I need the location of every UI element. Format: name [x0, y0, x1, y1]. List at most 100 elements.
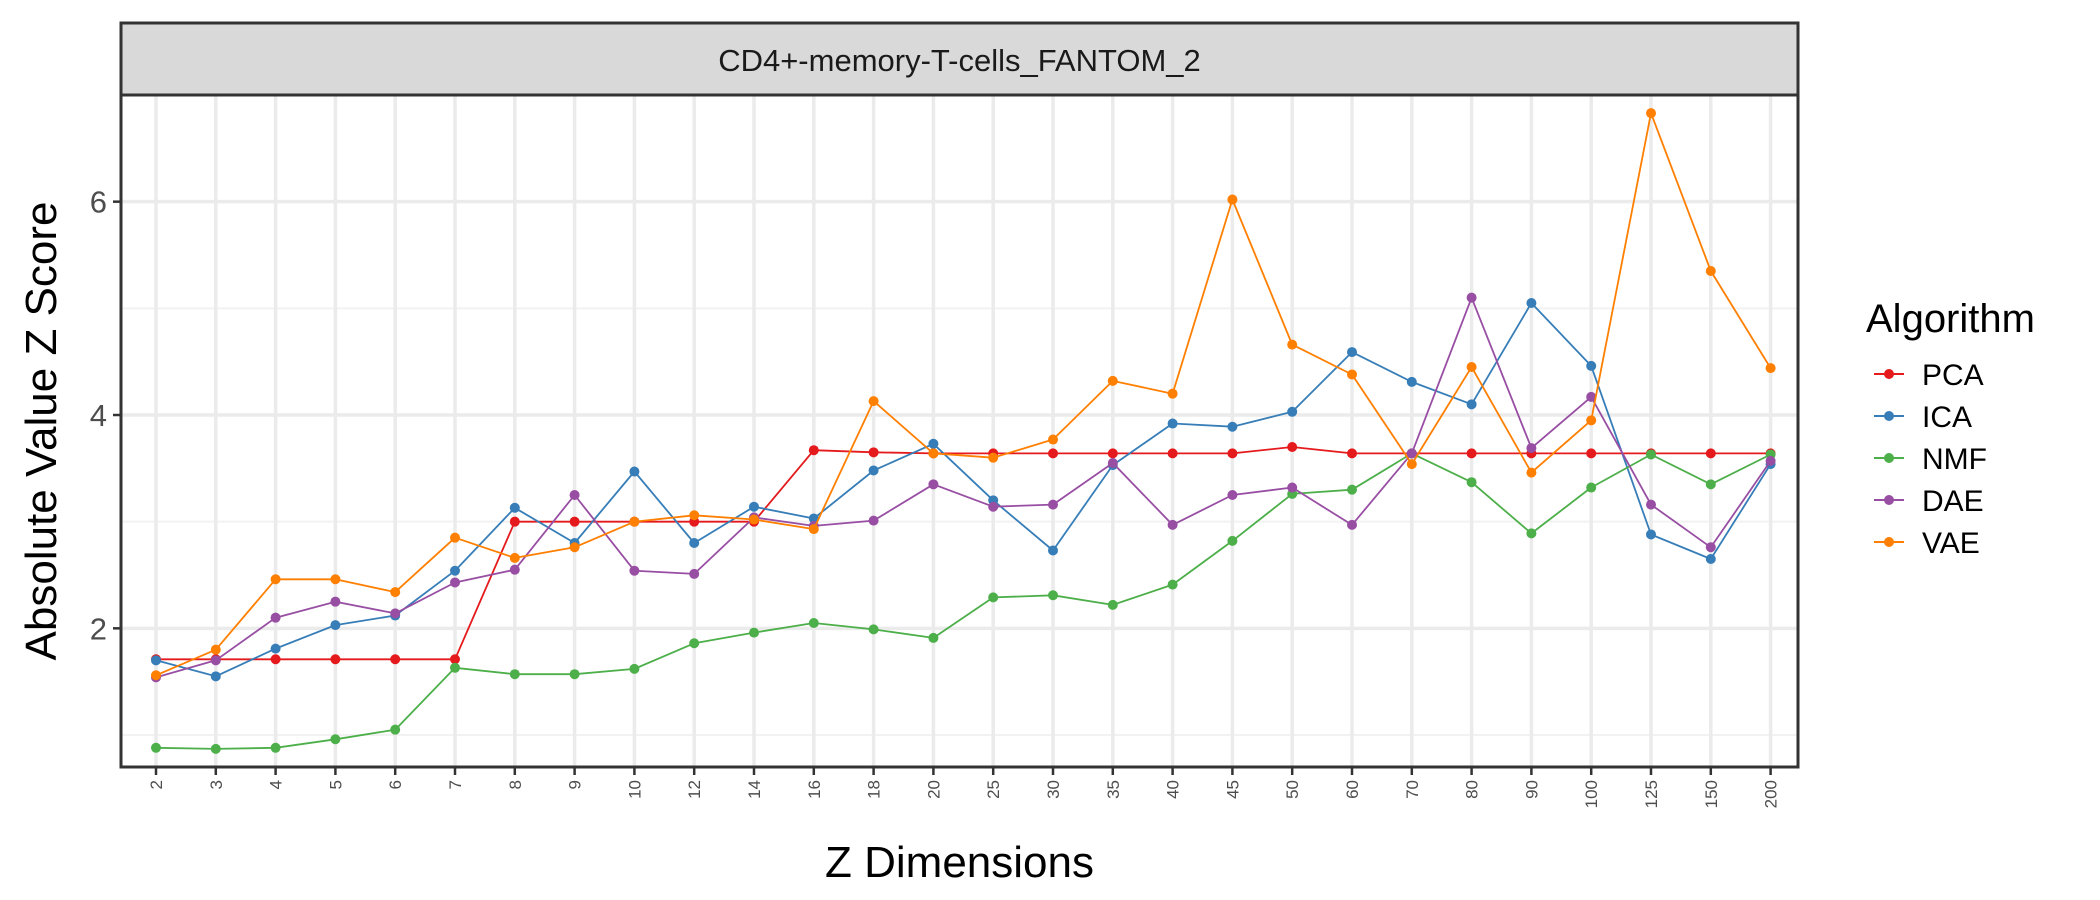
x-tick-label: 16: [805, 780, 824, 799]
x-tick-label: 20: [924, 780, 943, 799]
x-tick-label: 12: [685, 780, 704, 799]
data-point-dae: [1107, 458, 1118, 468]
x-tick-label: 70: [1403, 780, 1422, 799]
data-point-pca: [450, 654, 460, 665]
data-point-vae: [1526, 467, 1537, 478]
data-point-vae: [1227, 194, 1238, 205]
data-point-ica: [1167, 418, 1178, 429]
data-point-dae: [1466, 292, 1477, 303]
data-point-nmf: [988, 592, 999, 603]
data-point-nmf: [1586, 482, 1597, 493]
data-point-pca: [1048, 448, 1058, 459]
data-point-pca: [1586, 448, 1597, 459]
data-point-nmf: [808, 618, 819, 628]
data-point-nmf: [450, 662, 460, 673]
data-point-dae: [270, 612, 281, 623]
data-point-ica: [270, 643, 281, 654]
y-axis-ticks: 2 4 6: [90, 185, 121, 646]
data-point-ica: [749, 501, 759, 512]
data-point-vae: [1287, 339, 1298, 350]
series-line-nmf: [155, 452, 1772, 750]
series-line-vae: [155, 112, 1772, 677]
data-point-nmf: [629, 663, 640, 674]
data-point-ica: [210, 671, 221, 682]
data-point-pca: [270, 654, 281, 665]
data-point-vae: [569, 542, 580, 553]
data-point-dae: [509, 564, 520, 575]
legend-item-vae: VAE: [1874, 527, 1980, 560]
data-point-ica: [1526, 298, 1537, 308]
x-tick-label: 125: [1642, 780, 1661, 808]
facet-strip-title: CD4+-memory-T-cells_FANTOM_2: [718, 43, 1201, 78]
series-nmf: [151, 448, 1776, 754]
legend-item-dae: DAE: [1874, 485, 1984, 518]
data-point-dae: [988, 501, 999, 512]
legend-label: ICA: [1922, 401, 1972, 434]
x-tick-label: 35: [1104, 780, 1123, 799]
data-point-nmf: [1227, 535, 1238, 546]
data-point-pca: [1227, 448, 1238, 459]
data-point-vae: [390, 587, 401, 598]
panel-border: [119, 93, 1800, 769]
x-tick-label: 80: [1463, 780, 1482, 799]
legend: PCA ICA NMF DAE VAE: [1874, 359, 1987, 560]
x-tick-label: 3: [207, 780, 226, 789]
data-point-dae: [1227, 490, 1238, 500]
data-point-pca: [868, 447, 879, 458]
data-point-dae: [1347, 519, 1357, 530]
data-point-dae: [1765, 455, 1776, 466]
legend-key-point: [1884, 495, 1894, 505]
data-point-nmf: [928, 632, 939, 643]
data-point-vae: [689, 510, 700, 521]
x-tick-label: 18: [865, 780, 884, 799]
data-point-dae: [1287, 482, 1298, 493]
data-point-nmf: [1347, 484, 1357, 495]
series-vae: [151, 108, 1776, 681]
plot-panel: [121, 95, 1798, 767]
data-point-vae: [1107, 375, 1118, 386]
data-point-ica: [1466, 399, 1477, 410]
data-point-dae: [1526, 443, 1537, 454]
legend-label: VAE: [1922, 527, 1980, 560]
data-point-pca: [1466, 448, 1477, 459]
data-point-dae: [1167, 519, 1178, 530]
data-point-ica: [1406, 376, 1417, 387]
data-point-pca: [390, 654, 401, 665]
data-point-nmf: [1705, 479, 1716, 490]
data-point-dae: [629, 565, 640, 576]
data-point-nmf: [569, 669, 580, 680]
data-point-dae: [330, 596, 341, 607]
data-point-pca: [509, 516, 520, 527]
series-line-pca: [156, 446, 1771, 661]
data-point-ica: [151, 655, 161, 666]
x-axis-title: Z Dimensions: [825, 838, 1094, 887]
legend-item-nmf: NMF: [1874, 443, 1987, 476]
data-point-nmf: [1167, 579, 1178, 590]
data-point-ica: [1586, 360, 1597, 371]
x-tick-label: 200: [1762, 780, 1781, 808]
x-tick-label: 50: [1283, 780, 1302, 799]
x-tick-label: 9: [566, 780, 585, 789]
data-point-ica: [868, 465, 879, 476]
data-point-pca: [569, 516, 580, 527]
y-axis-title: Absolute Value Z Score: [17, 202, 66, 661]
data-point-nmf: [1526, 528, 1537, 539]
data-point-vae: [509, 552, 520, 563]
x-tick-label: 7: [446, 780, 465, 789]
x-tick-label: 10: [625, 780, 644, 799]
data-point-vae: [749, 514, 759, 525]
x-tick-label: 5: [326, 780, 345, 789]
data-point-pca: [1705, 448, 1716, 459]
y-tick-label: 4: [90, 398, 107, 433]
x-tick-label: 60: [1343, 780, 1362, 799]
series-dae: [151, 292, 1776, 683]
x-tick-label: 90: [1522, 780, 1541, 799]
data-point-pca: [1107, 448, 1118, 459]
x-tick-label: 45: [1223, 780, 1242, 799]
legend-item-pca: PCA: [1874, 359, 1984, 392]
data-point-ica: [1705, 554, 1716, 564]
x-tick-label: 14: [745, 780, 764, 799]
data-point-ica: [928, 438, 939, 449]
data-point-nmf: [390, 724, 401, 735]
